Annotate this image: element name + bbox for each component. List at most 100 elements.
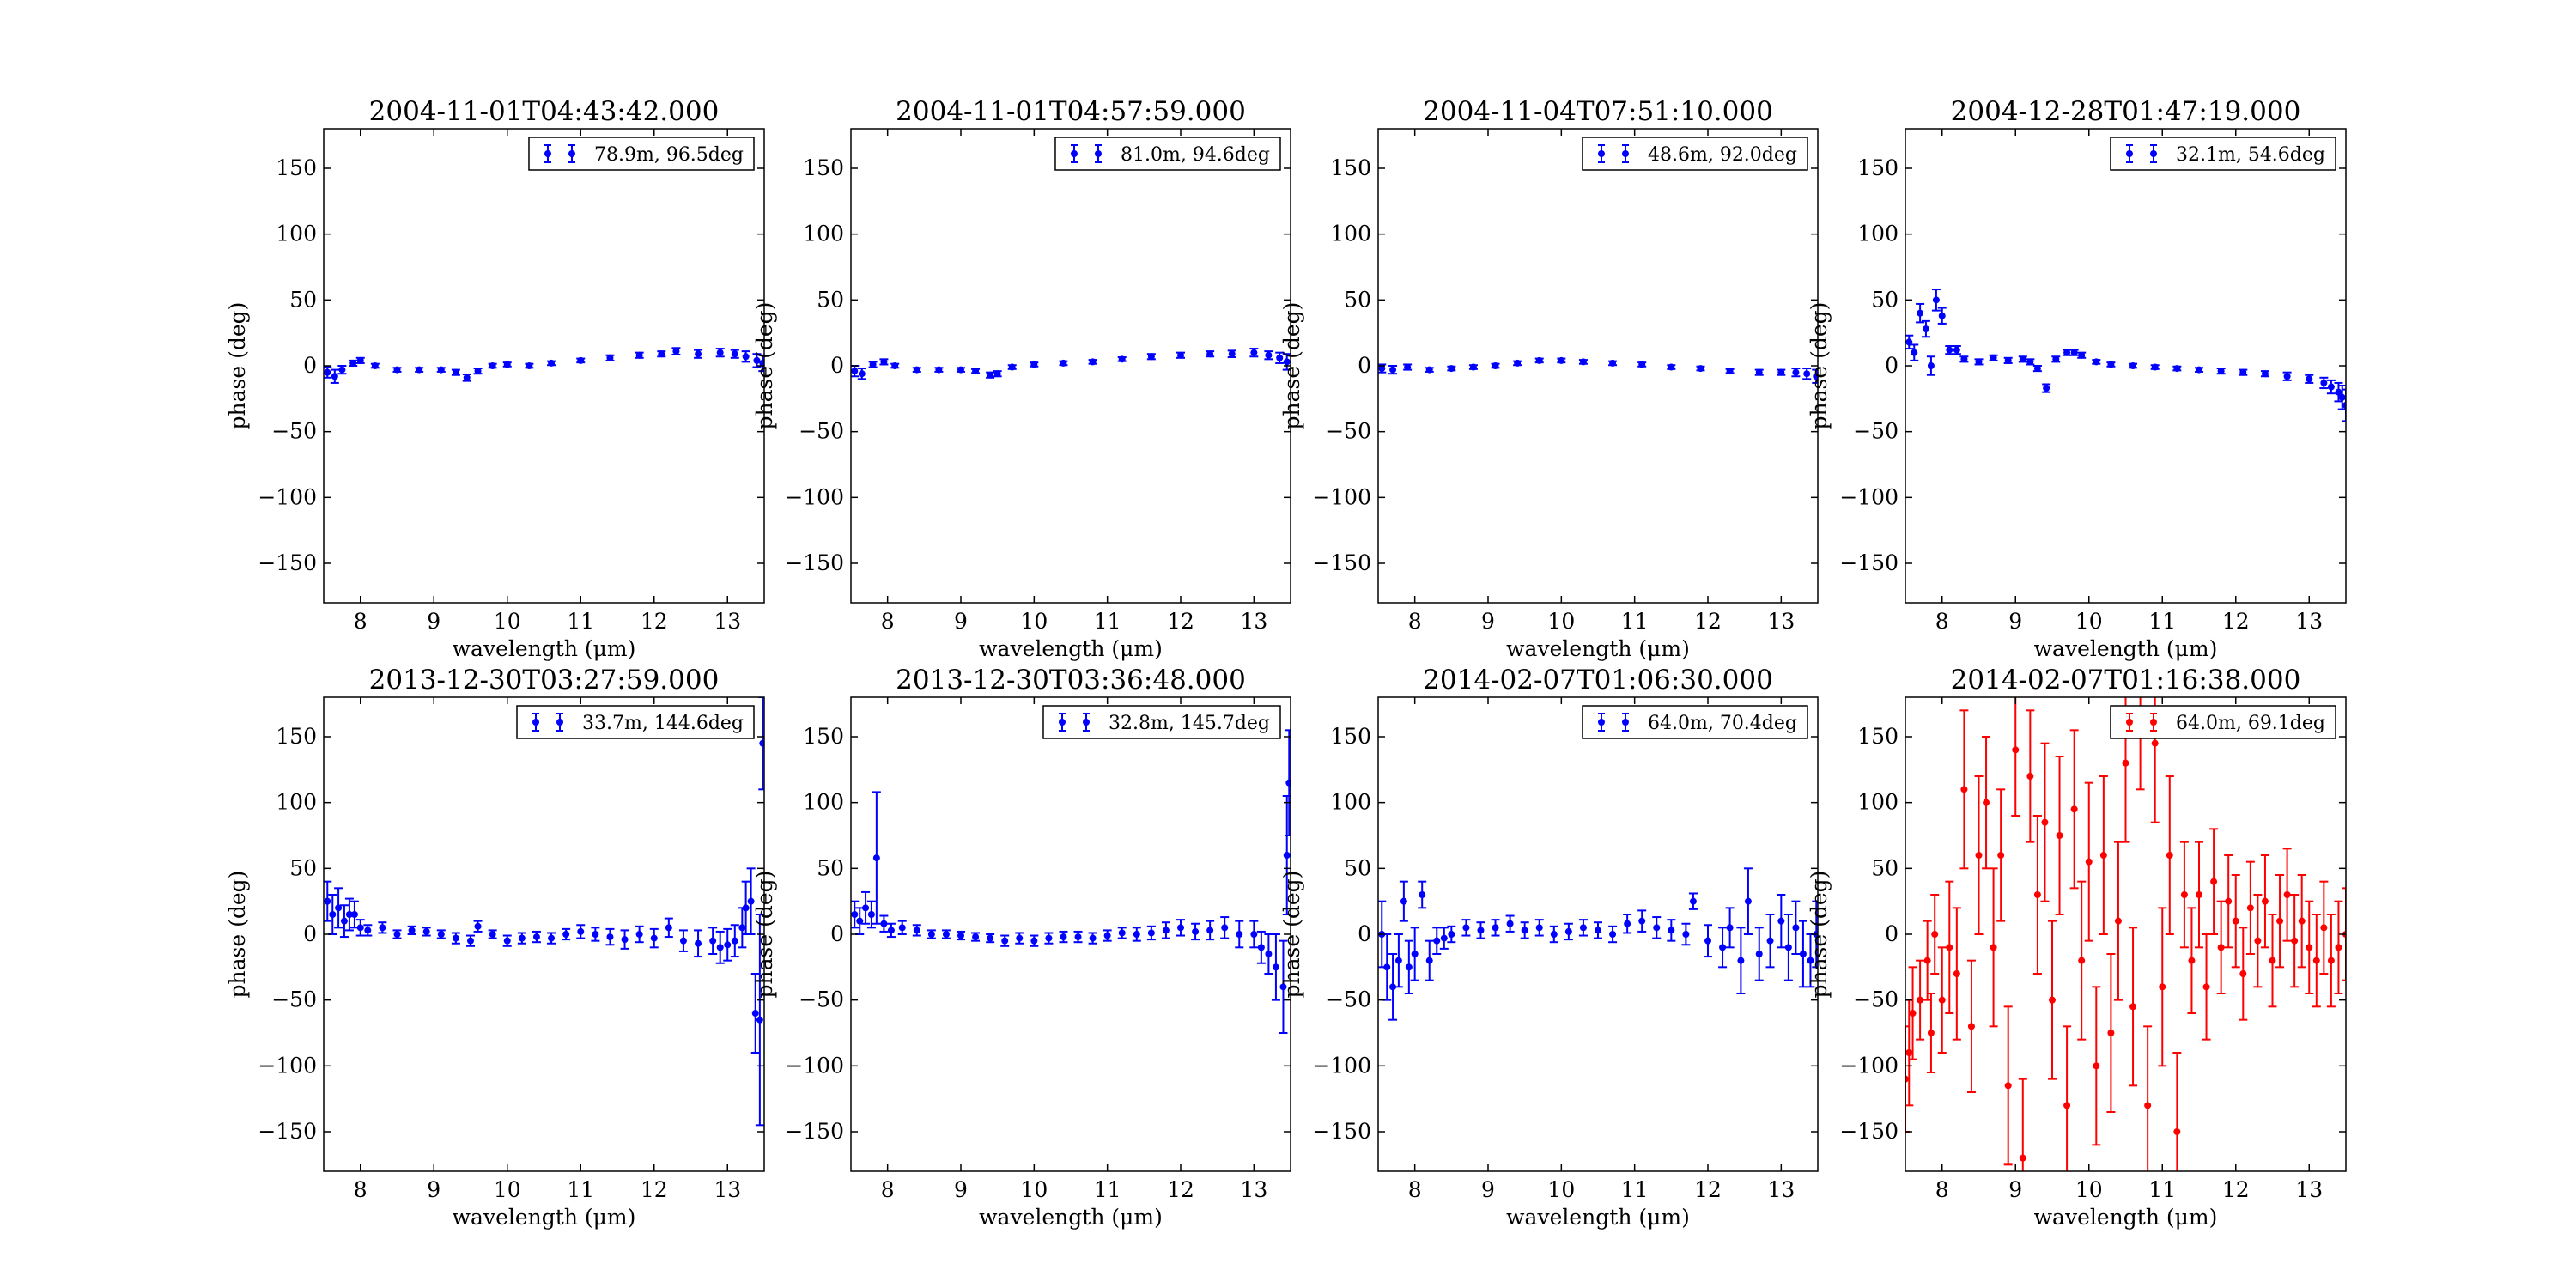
data-point xyxy=(2099,852,2107,859)
data-point xyxy=(422,927,430,935)
data-point xyxy=(665,924,672,932)
data-point xyxy=(2056,832,2063,839)
axes-frame xyxy=(323,128,765,604)
data-point xyxy=(672,348,680,355)
data-point xyxy=(1777,917,1785,925)
y-tick-label: −100 xyxy=(785,1053,844,1078)
data-point xyxy=(1089,934,1097,942)
x-tick-label: 13 xyxy=(2295,1177,2323,1202)
x-tick-label: 11 xyxy=(567,1177,594,1202)
data-point xyxy=(851,911,859,918)
data-point xyxy=(1389,366,1397,374)
x-tick-label: 11 xyxy=(1094,1177,1121,1202)
y-tick-label: −150 xyxy=(785,1119,844,1144)
x-tick-label: 9 xyxy=(1481,609,1495,634)
data-point xyxy=(329,911,337,918)
data-point xyxy=(2327,957,2335,964)
y-tick-label: −100 xyxy=(1839,484,1899,509)
data-point xyxy=(2129,362,2137,369)
data-point xyxy=(1285,779,1291,787)
data-point xyxy=(957,366,964,374)
y-tick-label: 50 xyxy=(1871,855,1899,880)
y-tick-label: −50 xyxy=(799,419,844,444)
data-point xyxy=(2225,897,2233,905)
y-tick-label: 100 xyxy=(803,222,844,246)
data-point xyxy=(2085,858,2093,866)
data-point xyxy=(1492,924,1499,932)
legend: 64.0m, 70.4deg xyxy=(1582,705,1808,739)
data-point xyxy=(1960,355,1968,363)
data-point xyxy=(1060,359,1067,367)
data-point xyxy=(2052,355,2060,363)
subplot-1: 8 9 10 11 12 13 −150 −100 −50 0 50 100 150 2004-11-01… xyxy=(225,96,765,661)
data-point xyxy=(371,362,379,369)
data-point xyxy=(2254,937,2262,945)
data-point xyxy=(489,931,496,938)
data-point xyxy=(1177,924,1184,932)
data-point xyxy=(1737,957,1745,964)
data-point xyxy=(1579,924,1587,932)
legend-label: 64.0m, 70.4deg xyxy=(1648,713,1797,734)
x-tick-label: 9 xyxy=(1481,1177,1495,1202)
x-tick-label: 8 xyxy=(881,1177,895,1202)
data-point xyxy=(1905,1049,1913,1056)
y-tick-label: 0 xyxy=(830,921,844,946)
y-tick-label: −150 xyxy=(1839,550,1899,575)
data-point xyxy=(869,361,877,368)
data-point xyxy=(1162,927,1170,934)
data-point xyxy=(679,937,687,945)
legend-marker xyxy=(1597,150,1605,157)
y-tick-label: −150 xyxy=(1312,1119,1371,1144)
data-point xyxy=(345,911,353,918)
x-tick-label: 11 xyxy=(1621,609,1649,634)
legend: 78.9m, 96.5deg xyxy=(528,137,755,171)
x-tick-label: 12 xyxy=(641,609,668,634)
data-point xyxy=(759,739,764,747)
data-point xyxy=(1411,951,1419,957)
axes-frame xyxy=(1377,128,1819,604)
data-point xyxy=(474,368,482,375)
subplot-title: 2004-11-04T07:51:10.000 xyxy=(1423,96,1773,127)
axes-frame xyxy=(1905,128,2347,604)
data-point xyxy=(437,931,445,938)
data-point xyxy=(1433,937,1441,945)
data-point xyxy=(1744,897,1752,905)
data-point xyxy=(503,937,511,945)
data-point xyxy=(731,350,738,358)
x-tick-label: 9 xyxy=(427,609,440,634)
y-axis-label: phase (deg) xyxy=(752,871,777,999)
data-point xyxy=(1807,957,1814,964)
data-point xyxy=(350,911,358,918)
y-tick-label: 150 xyxy=(276,724,317,749)
data-point xyxy=(898,924,906,932)
data-point xyxy=(1668,927,1675,934)
legend-box xyxy=(1054,137,1281,171)
data-point xyxy=(2173,1128,2181,1135)
data-point xyxy=(2114,917,2122,925)
data-point xyxy=(742,904,750,912)
data-point xyxy=(2033,365,2041,373)
data-series xyxy=(1905,697,2346,1171)
data-point xyxy=(1911,349,1918,356)
y-axis-label: phase (deg) xyxy=(752,302,777,430)
subplot-8: 8 9 10 11 12 13 −150 −100 −50 0 50 100 150 2014-02-07… xyxy=(1807,665,2347,1230)
data-point xyxy=(913,927,920,934)
data-point xyxy=(2291,937,2299,945)
data-point xyxy=(2107,361,2115,368)
data-point xyxy=(1030,937,1038,945)
x-tick-label: 8 xyxy=(881,609,895,634)
data-point xyxy=(592,931,599,938)
data-point xyxy=(695,939,702,947)
legend-marker xyxy=(1094,150,1102,157)
data-point xyxy=(2151,739,2159,747)
data-point xyxy=(2342,402,2346,409)
y-tick-label: 50 xyxy=(1344,855,1371,880)
legend-marker xyxy=(2125,150,2133,157)
legend-marker xyxy=(1070,150,1078,157)
data-point xyxy=(2180,891,2188,898)
y-tick-label: −100 xyxy=(258,1053,317,1078)
legend-box xyxy=(1582,705,1808,739)
data-point xyxy=(756,1016,763,1024)
data-point xyxy=(1419,891,1426,898)
